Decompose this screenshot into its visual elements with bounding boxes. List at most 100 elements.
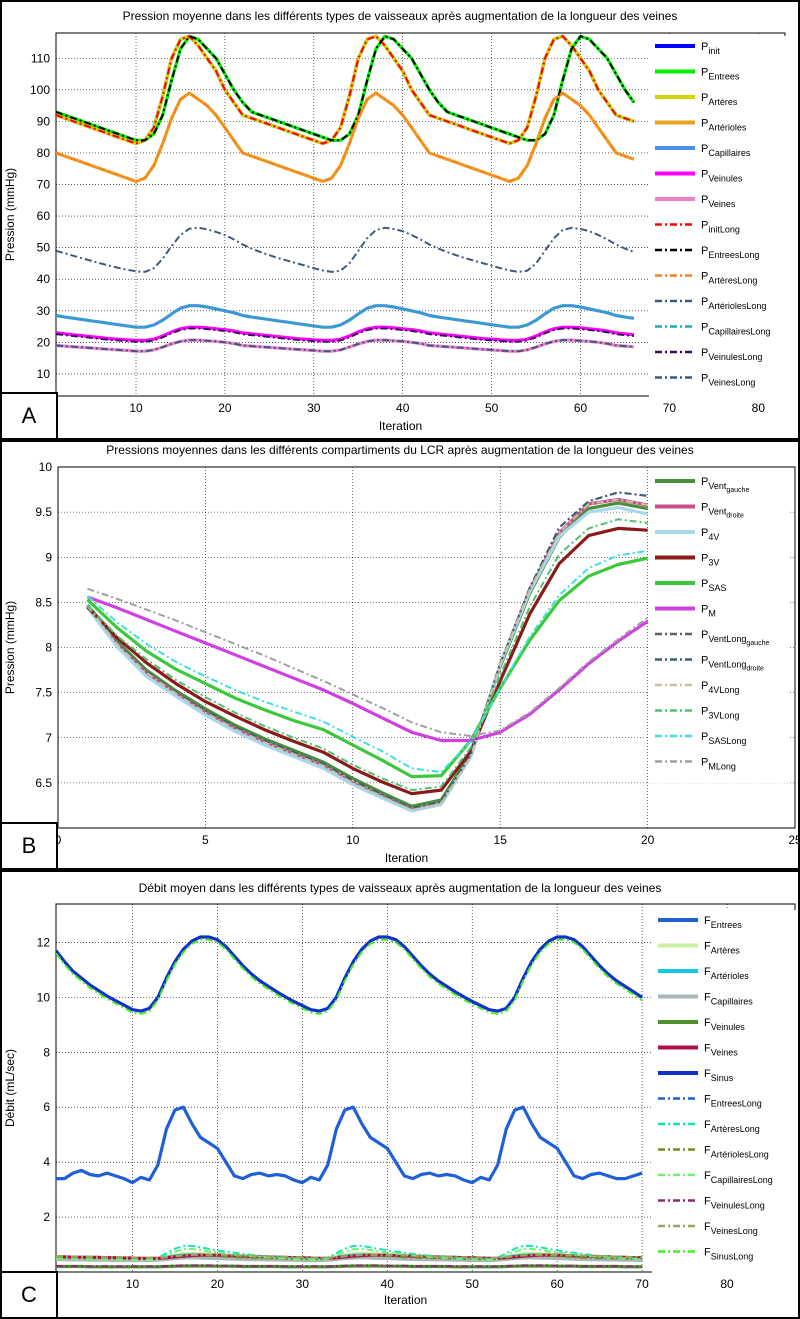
chart-title: Débit moyen dans les différents types de…: [139, 881, 662, 895]
series-line: [56, 304, 635, 329]
legend: Pinit PEntrees PArtères PArtérioles PCapilla…: [649, 36, 794, 399]
legend-entry: PVentLonggauche: [701, 629, 769, 647]
x-tick-label: 20: [641, 833, 655, 847]
series-line: [56, 1264, 643, 1269]
x-tick-label: 10: [126, 1277, 140, 1291]
series-line: [56, 35, 635, 145]
x-tick-label: 20: [218, 401, 232, 415]
legend-entry: PVeinulesLong: [701, 347, 762, 362]
x-tick-label: 70: [663, 401, 677, 415]
y-tick-label: 10: [37, 990, 51, 1004]
x-axis-label: Iteration: [385, 851, 428, 865]
series-line: [56, 935, 643, 1013]
x-tick-label: 50: [485, 401, 499, 415]
legend-entry: FArtériolesLong: [704, 1145, 769, 1160]
y-tick-label: 110: [31, 51, 50, 65]
legend-entry: PSAS: [701, 578, 726, 593]
x-tick-label: 20: [211, 1277, 225, 1291]
legend-entry: FEntreesLong: [704, 1094, 762, 1109]
series-line: [56, 92, 635, 183]
chart-title: Pressions moyennes dans les différents c…: [106, 443, 693, 457]
y-tick-label: 80: [37, 146, 51, 160]
x-tick-label: 10: [346, 833, 360, 847]
y-tick-label: 10: [37, 367, 51, 381]
chart-a-svg: 10 20 30 40 50 60 70 80 10 20 30 40 50 60 70 80 90 100 110…: [3, 9, 794, 433]
y-tick-label: 40: [37, 272, 51, 286]
x-tick-label: 0: [55, 833, 62, 847]
panel-label-c: C: [0, 1271, 58, 1319]
chart-panel-b: 0 5 10 15 20 25 6.5 7 7.5 8 8.5 9 9.5 10 Pressions moy…: [0, 440, 800, 870]
legend-entry: P3V: [701, 553, 719, 568]
legend: FEntrees FArtères FArtérioles FCapillaires F…: [652, 910, 797, 1273]
legend-entry: FCapillairesLong: [704, 1170, 773, 1185]
x-tick-label: 50: [466, 1277, 480, 1291]
legend-entry: FSinusLong: [704, 1247, 753, 1262]
panel-label-a: A: [0, 392, 58, 440]
x-tick-label: 80: [752, 401, 766, 415]
legend: PVentgauche PVentdroite P4V P3V PSAS PM PVentL…: [649, 471, 789, 783]
x-tick-label: 70: [635, 1277, 649, 1291]
series-line: [56, 327, 635, 343]
legend-entry: P4VLong: [701, 680, 739, 695]
y-tick-label: 7.5: [35, 686, 52, 700]
legend-entry: Pinit: [701, 41, 720, 56]
y-tick-label: 12: [37, 935, 51, 949]
series-line: [56, 226, 635, 273]
legend-entry: FCapillaires: [704, 992, 753, 1007]
legend-entry: FArtères: [704, 941, 740, 956]
series-line: [86, 498, 648, 811]
x-tick-label: 15: [494, 833, 508, 847]
legend-box: [649, 471, 789, 783]
y-tick-label: 7: [45, 731, 52, 745]
series-line: [86, 518, 648, 792]
series-line: [87, 587, 649, 737]
legend-entry: PArtèresLong: [701, 271, 757, 286]
legend-entry: PArtériolesLong: [701, 296, 766, 311]
series-line: [86, 526, 648, 796]
chart-panel-a: 10 20 30 40 50 60 70 80 10 20 30 40 50 60 70 80 90 100 110…: [0, 0, 800, 440]
legend-entry: P4V: [701, 527, 719, 542]
y-tick-label: 6: [43, 1100, 50, 1114]
y-tick-label: 8: [45, 641, 52, 655]
y-tick-label: 6.5: [35, 776, 52, 790]
y-tick-label: 8: [43, 1045, 50, 1059]
legend-entry: PSASLong: [701, 731, 746, 746]
y-axis-label: Pression (mmHg): [3, 601, 17, 694]
x-tick-label: 40: [396, 401, 410, 415]
y-tick-label: 8.5: [35, 595, 52, 609]
series-group: [56, 935, 643, 1269]
legend-entry: PArtérioles: [701, 118, 747, 133]
x-tick-label: 5: [202, 833, 209, 847]
legend-entry: FVeinulesLong: [704, 1196, 765, 1211]
chart-b-svg: 0 5 10 15 20 25 6.5 7 7.5 8 8.5 9 9.5 10 Pressions moy…: [3, 443, 800, 865]
legend-entry: FVeinules: [704, 1017, 745, 1032]
legend-entry: PCapillairesLong: [701, 322, 770, 337]
y-tick-label: 70: [37, 178, 51, 192]
legend-entry: PVeines: [701, 194, 736, 209]
x-tick-label: 10: [129, 401, 143, 415]
x-tick-label: 30: [307, 401, 321, 415]
y-tick-label: 30: [37, 304, 51, 318]
series-line: [56, 35, 635, 142]
legend-entry: PinitLong: [701, 220, 740, 235]
y-tick-label: 9: [45, 550, 52, 564]
x-tick-label: 80: [720, 1277, 734, 1291]
series-group: [56, 34, 636, 353]
legend-box: [649, 36, 794, 399]
series-line: [56, 1247, 643, 1261]
x-tick-label: 25: [788, 833, 800, 847]
x-axis-label: Iteration: [384, 1293, 427, 1307]
x-tick-label: 60: [574, 401, 588, 415]
legend-entry: P3VLong: [701, 706, 739, 721]
legend-box: [652, 910, 797, 1273]
y-tick-label: 2: [43, 1210, 50, 1224]
legend-entry: PVentLongdroite: [701, 655, 764, 673]
x-axis-label: Iteration: [379, 419, 422, 433]
legend-entry: PVentgauche: [701, 476, 749, 494]
panel-label-b: B: [0, 822, 58, 870]
series-line: [56, 1106, 643, 1184]
legend-entry: FVeines: [704, 1043, 738, 1058]
chart-panel-c: 10 20 30 40 50 60 70 80 2 4 6 8 10 12 Débit moyen dans…: [0, 870, 800, 1319]
series-line: [86, 556, 648, 779]
legend-entry: PVeinesLong: [701, 373, 755, 388]
